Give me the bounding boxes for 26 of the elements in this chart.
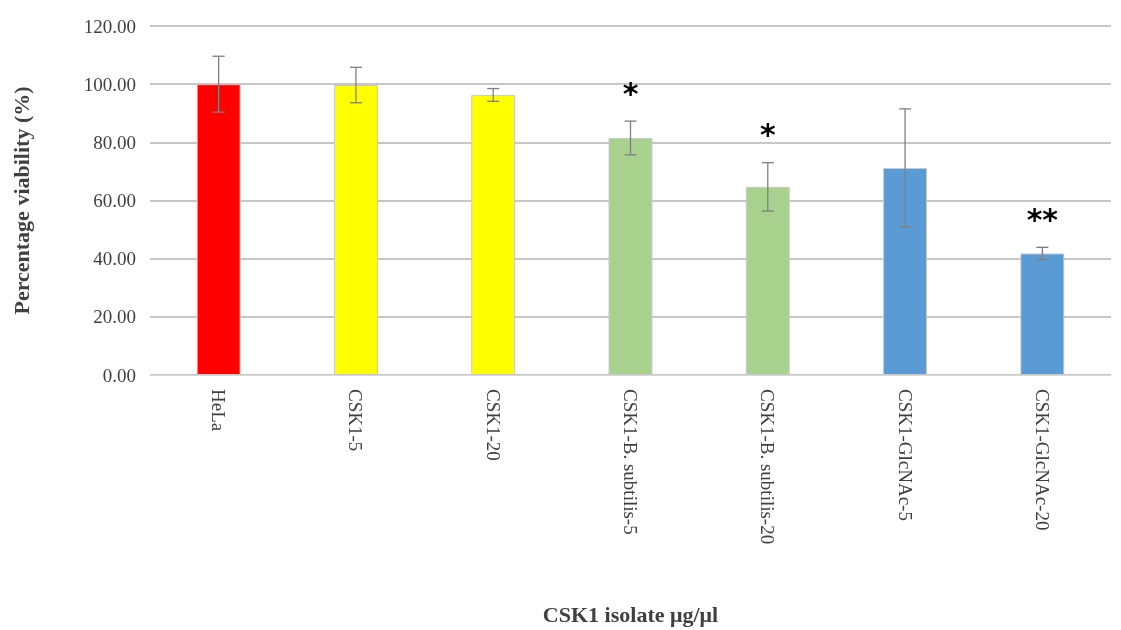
y-tick-label: 100.00 bbox=[83, 73, 136, 95]
bar bbox=[196, 84, 241, 375]
x-tick-label: CSK1-GlcNAc-20 bbox=[1031, 389, 1053, 531]
bar bbox=[333, 85, 378, 375]
bar bbox=[471, 94, 516, 375]
x-axis-title: CSK1 isolate μg/μl bbox=[542, 601, 719, 627]
x-tick-label: HeLa bbox=[208, 389, 230, 432]
annotation: * bbox=[759, 117, 776, 153]
annotation: * bbox=[622, 75, 639, 111]
y-tick-label: 0.00 bbox=[102, 364, 136, 386]
x-tick-label: CSK1-GlcNAc-5 bbox=[894, 389, 916, 521]
bar bbox=[745, 186, 790, 375]
bar bbox=[608, 137, 653, 375]
bar bbox=[1020, 253, 1065, 375]
bar bbox=[883, 167, 928, 375]
y-tick-label: 40.00 bbox=[93, 248, 136, 270]
y-tick-label: 120.00 bbox=[83, 15, 136, 37]
x-tick-label: CSK1-20 bbox=[482, 389, 504, 461]
x-tick-label: CSK1-5 bbox=[345, 389, 367, 452]
y-tick-label: 20.00 bbox=[93, 306, 136, 328]
x-tick-label: CSK1-B. subtilis-20 bbox=[757, 389, 779, 545]
y-tick-label: 80.00 bbox=[93, 131, 136, 153]
y-axis-title: Percentage viability (%) bbox=[8, 86, 34, 315]
annotation: ** bbox=[1026, 201, 1059, 237]
x-tick-label: CSK1-B. subtilis-5 bbox=[620, 389, 641, 535]
y-tick-label: 60.00 bbox=[93, 190, 136, 211]
